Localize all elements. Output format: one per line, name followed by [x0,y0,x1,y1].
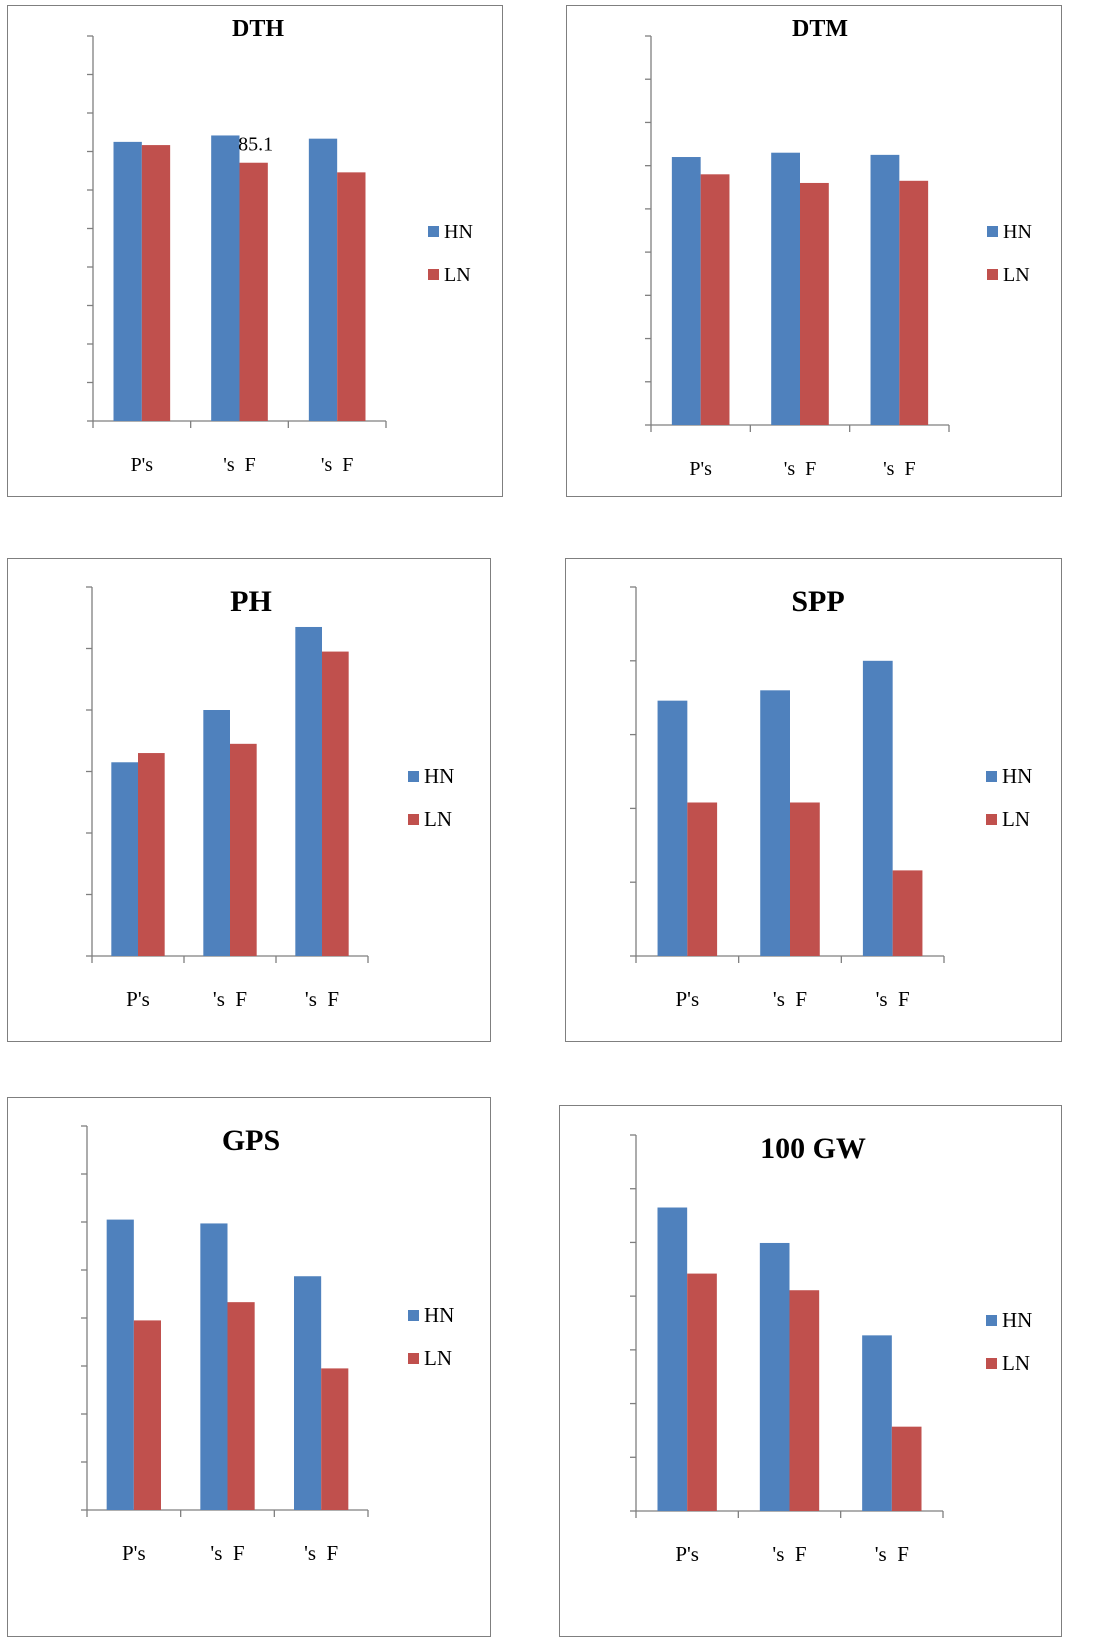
bar-ln-3 [899,180,929,425]
bar-ln-2 [790,802,820,956]
chart-ph: PH P's 's F 's F HN LN [86,585,454,1011]
legend-label-hn: HN [424,764,454,788]
x-tick-label: P's [689,458,712,480]
legend-swatch-ln [986,1358,997,1369]
bar-ln-2 [230,743,257,956]
legend-label-ln: LN [444,264,471,286]
legend-swatch-hn [986,1315,997,1326]
x-tick-label: 's F [772,1542,806,1566]
bar-hn-2 [760,690,790,956]
x-tick-label: 's F [223,454,256,476]
x-tick-label: 's F [213,987,247,1011]
chart-panel-100gw: 100 GW P's 's F 's F HN LN [559,1105,1062,1637]
chart-title-spp: SPP [791,585,844,618]
bar-hn-3 [870,154,900,425]
chart-dtm: DTM P's 's F 's F HN LN [645,16,1032,480]
bar-hn-3 [308,138,338,421]
bar-ln-3 [322,651,349,956]
bar-hn-3 [295,626,322,956]
legend-label-hn: HN [1003,221,1032,243]
bar-hn-2 [771,152,800,425]
bar-ln-1 [687,802,718,956]
x-tick-label: P's [131,454,154,476]
bar-hn-2 [759,1242,790,1511]
chart-dth: DTH P's 's F 's F 85.1 HN LN [87,16,473,476]
legend-label-hn: HN [1002,1308,1032,1332]
x-tick-label: 's F [304,1541,338,1565]
chart-gps: GPS P's 's F 's F HN LN [81,1124,454,1565]
chart-panel-dtm: DTM P's 's F 's F HN LN [566,5,1062,497]
bar-hn-3 [862,660,893,956]
chart-100gw: 100 GW P's 's F 's F HN LN [630,1132,1032,1566]
legend-swatch-hn [408,1310,419,1321]
x-tick-label: 's F [784,458,817,480]
legend-swatch-hn [408,771,419,782]
bar-ln-2 [227,1302,255,1510]
legend-swatch-hn [428,226,439,237]
bar-ln-1 [141,145,171,422]
chart-title-dtm: DTM [792,16,848,42]
bar-ln-1 [133,1320,161,1510]
legend-label-hn: HN [424,1303,454,1327]
bar-hn-1 [111,762,138,956]
chart-panel-spp: SPP P's 's F 's F HN LN [565,558,1062,1042]
chart-spp: SPP P's 's F 's F HN LN [630,585,1032,1011]
x-tick-label: 's F [305,987,339,1011]
legend-label-hn: HN [1002,764,1032,788]
x-tick-label: 's F [210,1541,244,1565]
bar-ln-2 [800,182,829,425]
chart-title-100-gw: 100 GW [760,1132,866,1165]
chart-title-gps: GPS [222,1124,280,1157]
legend-label-ln: LN [424,1346,452,1370]
x-tick-label: 's F [875,1542,909,1566]
bar-ln-3 [891,1426,922,1511]
legend-swatch-ln [428,269,439,280]
bar-ln-1 [700,174,730,425]
bar-ln-2 [239,162,268,421]
bar-hn-1 [113,141,142,421]
x-tick-label: 's F [883,458,916,480]
bar-ln-1 [687,1273,717,1511]
legend-swatch-hn [987,226,998,237]
bar-ln-3 [892,870,923,956]
bar-hn-1 [657,700,688,956]
chart-panel-ph: PH P's 's F 's F HN LN [7,558,491,1042]
x-tick-label: 's F [876,987,910,1011]
bar-ln-1 [138,753,165,956]
legend-swatch-ln [986,814,997,825]
bar-hn-3 [294,1276,322,1510]
bar-hn-1 [657,1207,688,1511]
legend-label-ln: LN [1002,1351,1030,1375]
legend-swatch-ln [408,1353,419,1364]
x-tick-label: P's [675,1542,699,1566]
chart-panel-gps: GPS P's 's F 's F HN LN [7,1097,491,1637]
legend-swatch-ln [987,269,998,280]
x-tick-label: P's [126,987,150,1011]
data-label: 85.1 [238,134,273,156]
x-tick-label: 's F [321,454,354,476]
legend-swatch-hn [986,771,997,782]
bar-hn-1 [106,1219,134,1510]
legend-label-ln: LN [1002,807,1030,831]
bar-hn-2 [200,1223,228,1510]
bar-ln-3 [321,1368,349,1510]
bar-hn-1 [671,157,701,425]
bar-hn-2 [211,135,240,422]
x-tick-label: P's [676,987,700,1011]
legend-swatch-ln [408,814,419,825]
bar-ln-3 [337,172,366,421]
chart-title-ph: PH [230,585,272,618]
legend-label-ln: LN [1003,264,1030,286]
legend-label-ln: LN [424,807,452,831]
x-tick-label: 's F [773,987,807,1011]
bar-hn-3 [862,1335,892,1511]
bar-ln-2 [789,1290,820,1511]
x-tick-label: P's [122,1541,146,1565]
bar-hn-2 [203,710,230,956]
legend-label-hn: HN [444,221,473,243]
chart-panel-dth: DTH P's 's F 's F 85.1 HN LN [7,5,503,497]
chart-title-dth: DTH [232,16,284,42]
